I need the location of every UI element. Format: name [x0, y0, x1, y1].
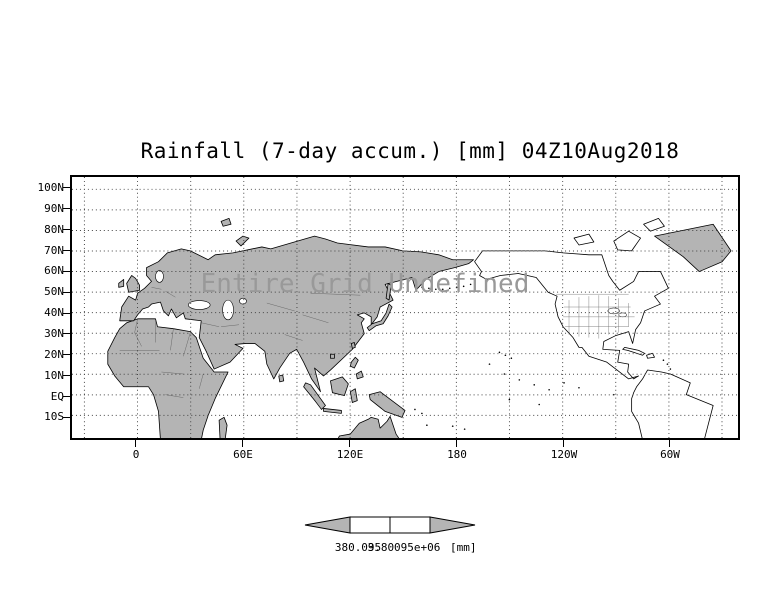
- island-luzon: [349, 356, 359, 369]
- island-new-guinea: [368, 391, 406, 418]
- caspian-sea: [222, 299, 234, 321]
- colorbar-right-arrow: [429, 516, 476, 534]
- island-dots: [414, 283, 672, 430]
- island-ireland: [118, 279, 125, 288]
- island-baffin: [613, 230, 641, 252]
- island-java: [323, 408, 342, 414]
- colorbar-tick-label: 3.80095e+06: [367, 541, 441, 554]
- y-tick-label: 70N: [44, 244, 64, 257]
- grid-undefined-label: Entire Grid Undefined: [200, 269, 530, 299]
- y-tick-mark: [63, 313, 70, 314]
- island-madagascar: [218, 416, 228, 438]
- y-tick-mark: [63, 271, 70, 272]
- y-tick-mark: [63, 250, 70, 251]
- y-tick-mark: [63, 229, 70, 230]
- inland-seas: [155, 270, 247, 321]
- x-tick-label: 60W: [660, 448, 680, 461]
- y-tick-label: 10N: [44, 369, 64, 382]
- island-japan: [366, 303, 393, 332]
- x-tick-label: 0: [132, 448, 140, 461]
- x-tick-label: 180: [447, 448, 467, 461]
- y-tick-mark: [63, 375, 70, 376]
- baltic-sea: [155, 270, 164, 283]
- colorbar: [304, 516, 476, 534]
- black-sea: [188, 300, 211, 310]
- y-tick-mark: [63, 208, 70, 209]
- x-tick-mark: [563, 440, 564, 447]
- colorbar-tick-label: 380.095: [334, 541, 382, 554]
- aral-sea: [239, 297, 247, 305]
- world-map: [72, 177, 738, 438]
- colorbar-box: [389, 516, 431, 534]
- landmass-australia: [337, 415, 400, 438]
- great-lakes-east: [618, 312, 627, 318]
- landmass-south-america: [631, 369, 714, 438]
- x-tick-label: 120E: [336, 448, 364, 461]
- y-tick-mark: [63, 292, 70, 293]
- island-sumatra: [303, 382, 326, 410]
- y-tick-label: 30N: [44, 327, 64, 340]
- landmass-greenland: [654, 223, 732, 272]
- y-tick-label: 10S: [44, 410, 64, 423]
- us-state-boundaries: [556, 294, 635, 339]
- x-tick-mark: [349, 440, 350, 447]
- y-tick-label: 40N: [44, 306, 64, 319]
- x-tick-label: 60E: [233, 448, 253, 461]
- landmass-north-america: [474, 250, 669, 380]
- y-tick-mark: [63, 333, 70, 334]
- x-tick-mark: [135, 440, 136, 447]
- island-svalbard: [220, 217, 232, 227]
- island-sulawesi: [349, 388, 358, 403]
- y-tick-mark: [63, 417, 70, 418]
- island-hainan: [330, 353, 335, 359]
- y-tick-mark: [63, 187, 70, 188]
- island-sakhalin: [385, 282, 392, 301]
- x-tick-mark: [242, 440, 243, 447]
- y-tick-mark: [63, 354, 70, 355]
- island-taiwan: [350, 342, 356, 349]
- landmass-africa: [107, 318, 229, 438]
- y-tick-label: 80N: [44, 223, 64, 236]
- y-tick-mark: [63, 396, 70, 397]
- y-tick-label: 60N: [44, 264, 64, 277]
- island-sri-lanka: [278, 374, 285, 383]
- island-mindanao: [355, 370, 364, 380]
- graticule: [72, 177, 738, 438]
- plot-title: Rainfall (7-day accum.) [mm] 04Z10Aug201…: [140, 139, 680, 163]
- island-ellesmere: [643, 217, 665, 232]
- map-plot-frame: Entire Grid Undefined: [70, 175, 740, 440]
- y-tick-label: EQ: [50, 390, 64, 403]
- island-novaya-zemlya: [235, 235, 250, 247]
- colorbar-box: [349, 516, 391, 534]
- x-tick-mark: [669, 440, 670, 447]
- landmass-shaded: [107, 217, 732, 438]
- landmass-eurasia: [119, 235, 474, 393]
- colorbar-units-label: [mm]: [450, 541, 477, 554]
- island-victoria: [573, 233, 595, 246]
- island-hispaniola: [646, 352, 655, 359]
- y-tick-label: 100N: [37, 181, 65, 194]
- y-tick-label: 20N: [44, 348, 64, 361]
- x-tick-mark: [456, 440, 457, 447]
- island-cuba: [622, 346, 645, 356]
- x-tick-label: 120W: [550, 448, 578, 461]
- political-boundaries: [119, 287, 361, 398]
- y-tick-label: 90N: [44, 202, 64, 215]
- island-borneo: [330, 376, 349, 397]
- landmass-outlined: [474, 217, 714, 438]
- y-tick-label: 50N: [44, 285, 64, 298]
- colorbar-left-arrow: [304, 516, 351, 534]
